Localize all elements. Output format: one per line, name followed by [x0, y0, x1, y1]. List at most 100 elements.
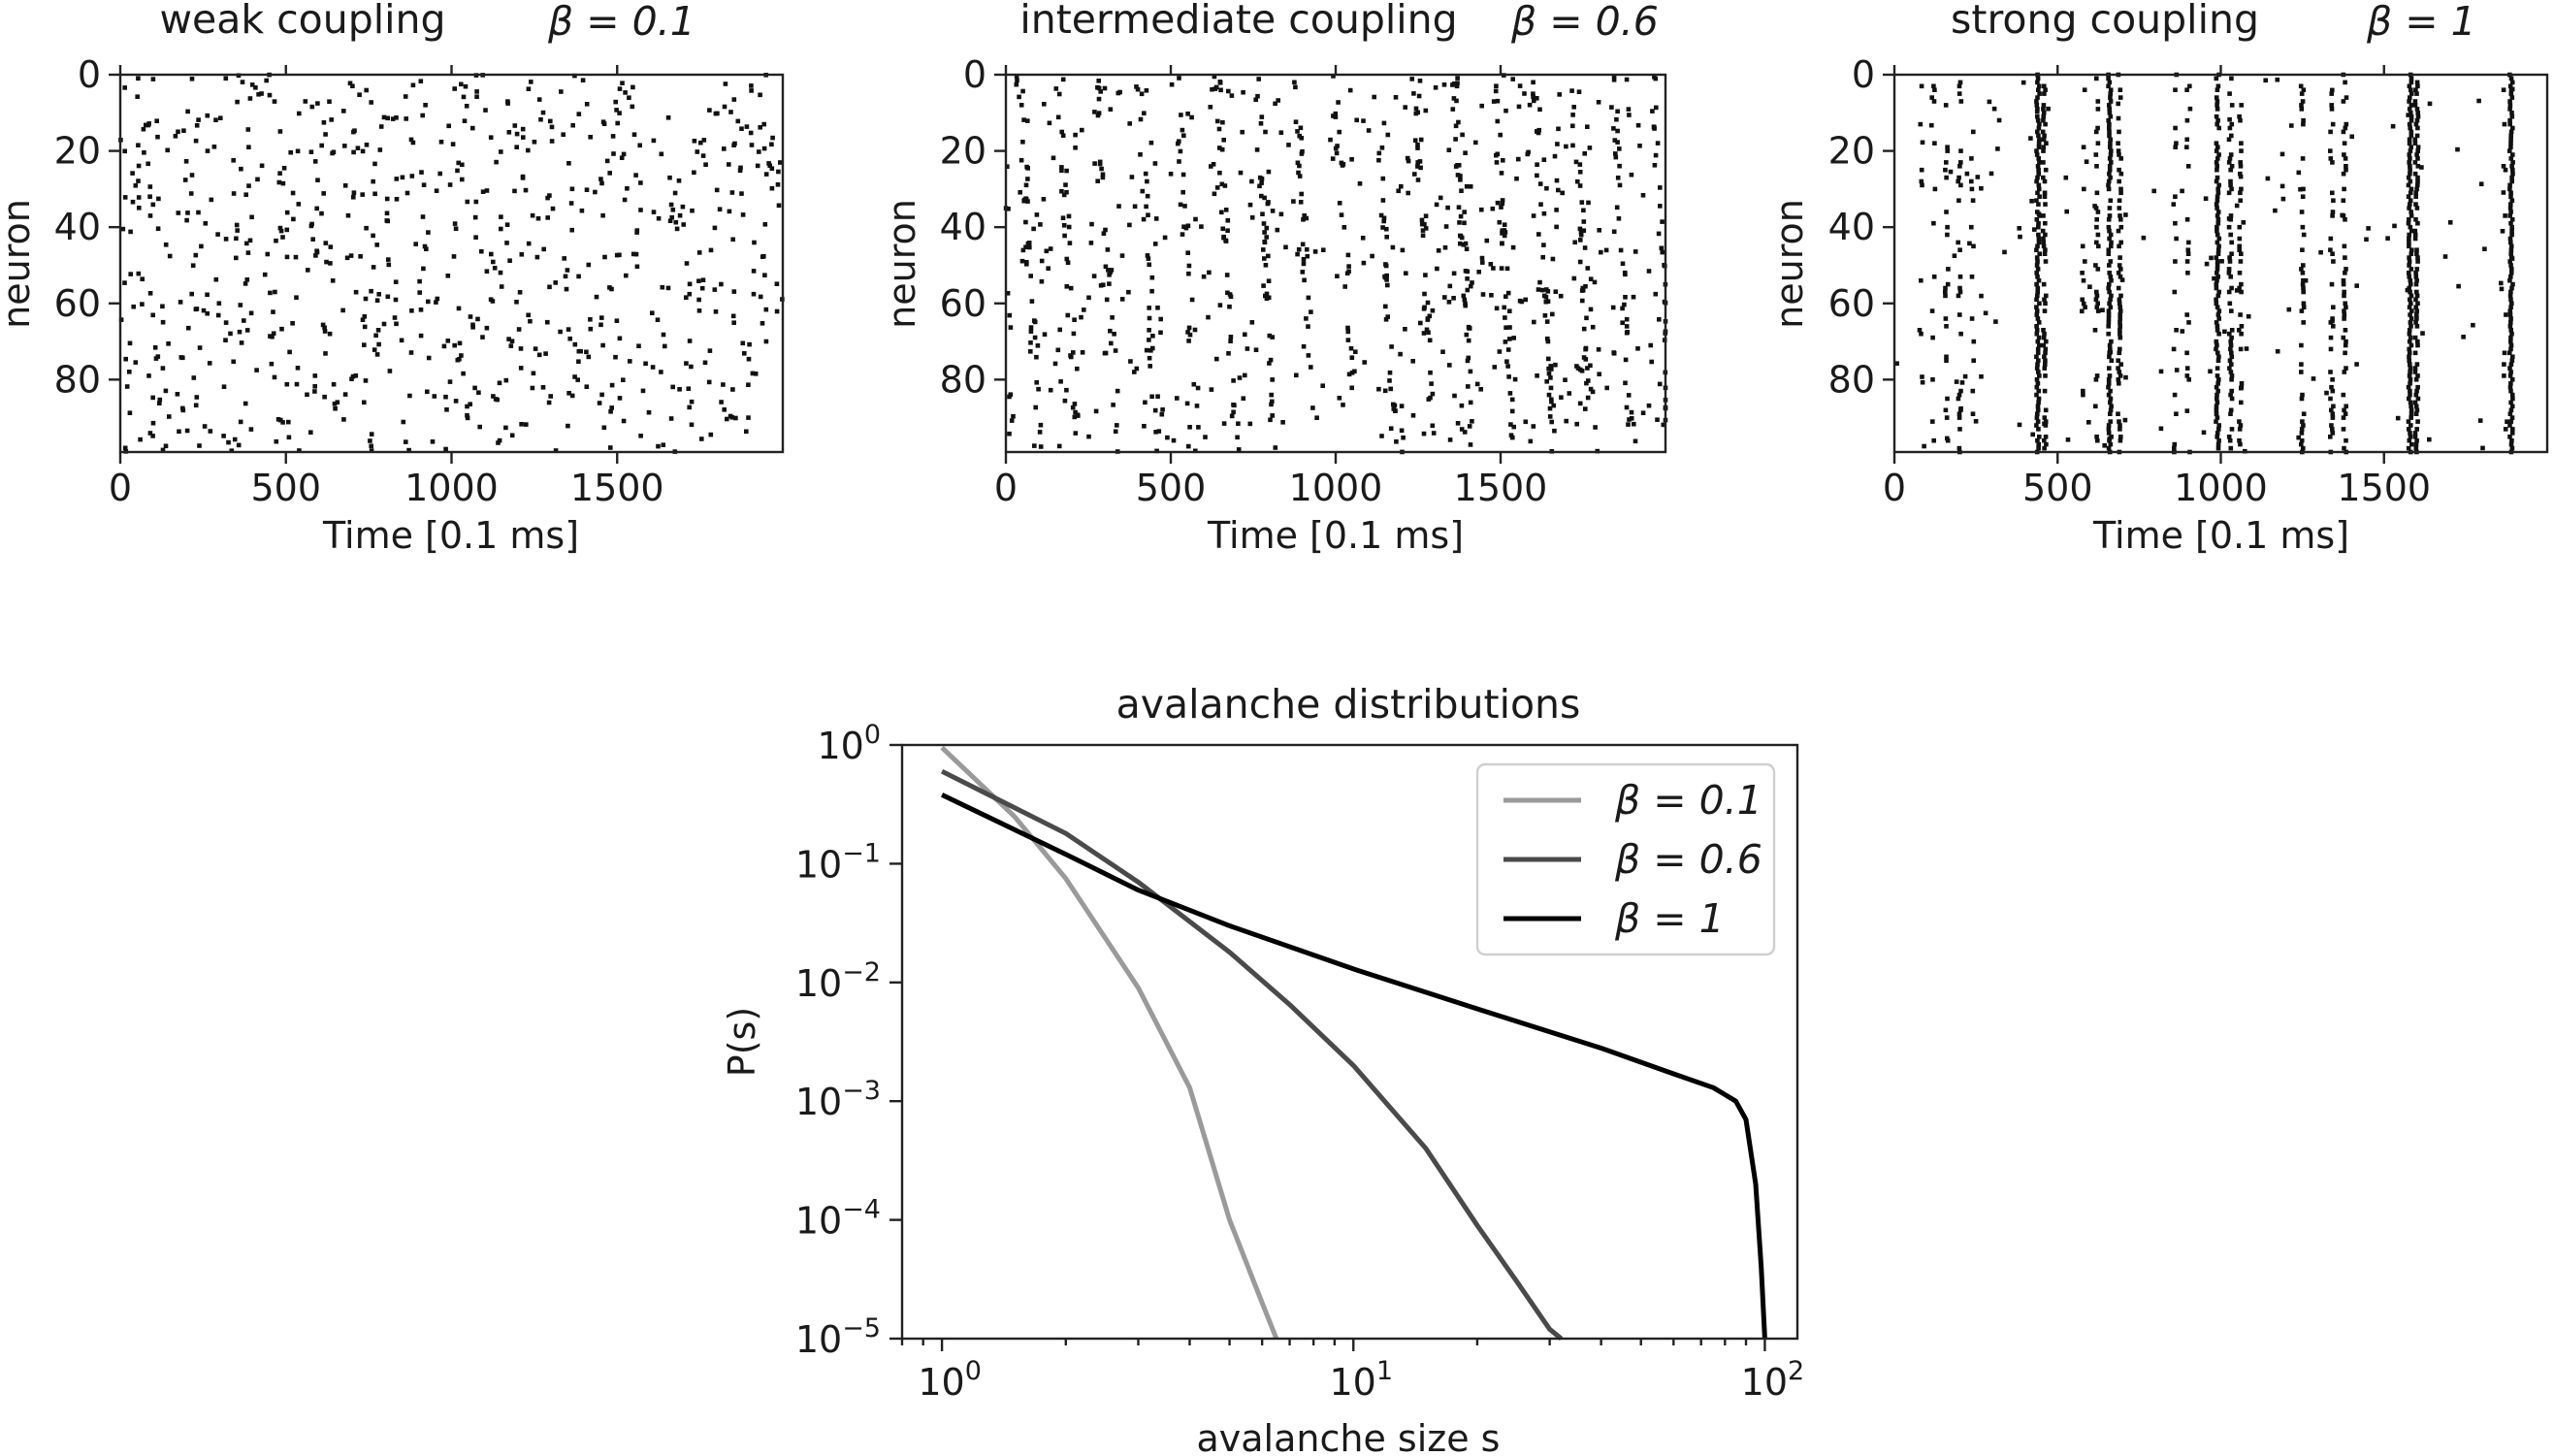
spike-dot [2035, 275, 2040, 279]
spike-dot [2214, 297, 2218, 303]
spike-dot [1971, 339, 1977, 344]
spike-dot [1979, 373, 1984, 379]
spike-dot [378, 124, 384, 129]
spike-dot [2106, 316, 2112, 321]
spike-dot [2237, 419, 2242, 424]
spike-dot [1610, 305, 1616, 310]
spike-dot [1945, 396, 1950, 402]
spike-dot [1459, 235, 1465, 241]
spike-dot [197, 345, 203, 350]
spike-dot [2330, 411, 2336, 416]
spike-dot [1502, 222, 1507, 227]
spike-dot [1466, 338, 1471, 343]
spike-dot [1554, 224, 1559, 230]
spike-dot [348, 253, 354, 258]
spike-dot [1969, 178, 1974, 184]
spike-dot [1387, 378, 1392, 383]
spike-dot [1261, 283, 1266, 288]
spike-dot [1127, 222, 1132, 228]
spike-dot [1505, 364, 1510, 369]
spike-dot [1179, 113, 1183, 117]
spike-dot [2063, 175, 2069, 180]
spike-dot [2036, 141, 2042, 146]
spike-dot [377, 147, 383, 152]
spike-dot [189, 173, 195, 178]
spike-dot [2118, 240, 2123, 245]
spike-dot [1171, 437, 1177, 443]
spike-dot [244, 277, 250, 282]
spike-dot [221, 434, 226, 438]
spike-dot [1148, 140, 1154, 146]
spike-dot [1592, 279, 1598, 285]
x-tick-label: 101 [1329, 1356, 1393, 1404]
spike-dot [1097, 159, 1103, 165]
spike-dot [1026, 241, 1032, 245]
spike-dot [1219, 146, 1225, 152]
spike-dot [634, 264, 640, 270]
spike-dot [1503, 340, 1508, 344]
spike-dot [614, 252, 620, 258]
spike-dot [347, 81, 353, 86]
spike-dot [1264, 235, 1269, 240]
spike-dot [190, 263, 196, 268]
spike-dot [459, 81, 464, 87]
spike-dot [321, 191, 326, 196]
x-tick-label: 1000 [2174, 467, 2268, 509]
spike-dot [505, 99, 510, 104]
spike-dot [1614, 116, 1619, 122]
spike-dot [2413, 281, 2419, 287]
spike-dot [2034, 415, 2040, 420]
spike-dot [2414, 107, 2420, 112]
spike-dot [2042, 297, 2047, 303]
spike-dot [344, 255, 350, 261]
spike-dot [2042, 190, 2048, 196]
spike-dot [2229, 103, 2235, 108]
spike-dot [457, 340, 463, 346]
spike-dot [1945, 145, 1950, 149]
spike-dot [1185, 112, 1190, 116]
spike-dot [1100, 172, 1106, 178]
spike-dot [1579, 288, 1585, 293]
spike-dot [1212, 191, 1217, 197]
spike-dot [271, 309, 275, 314]
spike-dot [1464, 183, 1470, 189]
spike-dot [2349, 134, 2354, 140]
spike-dot [2273, 208, 2278, 213]
spike-dot [2239, 384, 2245, 390]
spike-dot [1266, 278, 1272, 283]
spike-dot [1249, 178, 1254, 184]
spike-dot [687, 339, 693, 343]
spike-dot [2109, 404, 2114, 409]
spike-dot [1399, 428, 1405, 434]
spike-dot [1038, 444, 1044, 449]
spike-dot [2093, 404, 2098, 409]
spike-dot [2407, 217, 2411, 222]
spike-dot [2413, 121, 2419, 127]
spike-dot [1212, 74, 1217, 80]
spike-dot [2238, 259, 2244, 264]
spike-dot [1401, 435, 1406, 440]
spike-dot [2186, 240, 2191, 245]
spike-dot [2106, 381, 2112, 386]
spike-dot [2507, 423, 2512, 428]
spike-dot [1970, 388, 1976, 394]
spike-dot [673, 219, 679, 225]
spike-dot [1156, 429, 1162, 434]
spike-dot [1219, 210, 1224, 215]
spike-dot [2447, 220, 2453, 225]
spike-dot [1384, 226, 1389, 232]
spike-dot [2034, 217, 2040, 222]
spike-dot [163, 443, 169, 449]
spike-dot [584, 102, 590, 107]
spike-dot [1005, 164, 1010, 169]
spike-dot [1956, 178, 1960, 184]
spike-dot [2507, 259, 2512, 264]
spike-dot [600, 342, 605, 348]
spike-dot [2106, 76, 2111, 81]
spike-dot [1609, 105, 1614, 110]
spike-dot [231, 359, 236, 365]
spike-dot [2118, 373, 2123, 378]
spike-dot [1146, 256, 1151, 261]
spike-dot [1659, 245, 1665, 251]
spike-dot [1455, 76, 1460, 81]
